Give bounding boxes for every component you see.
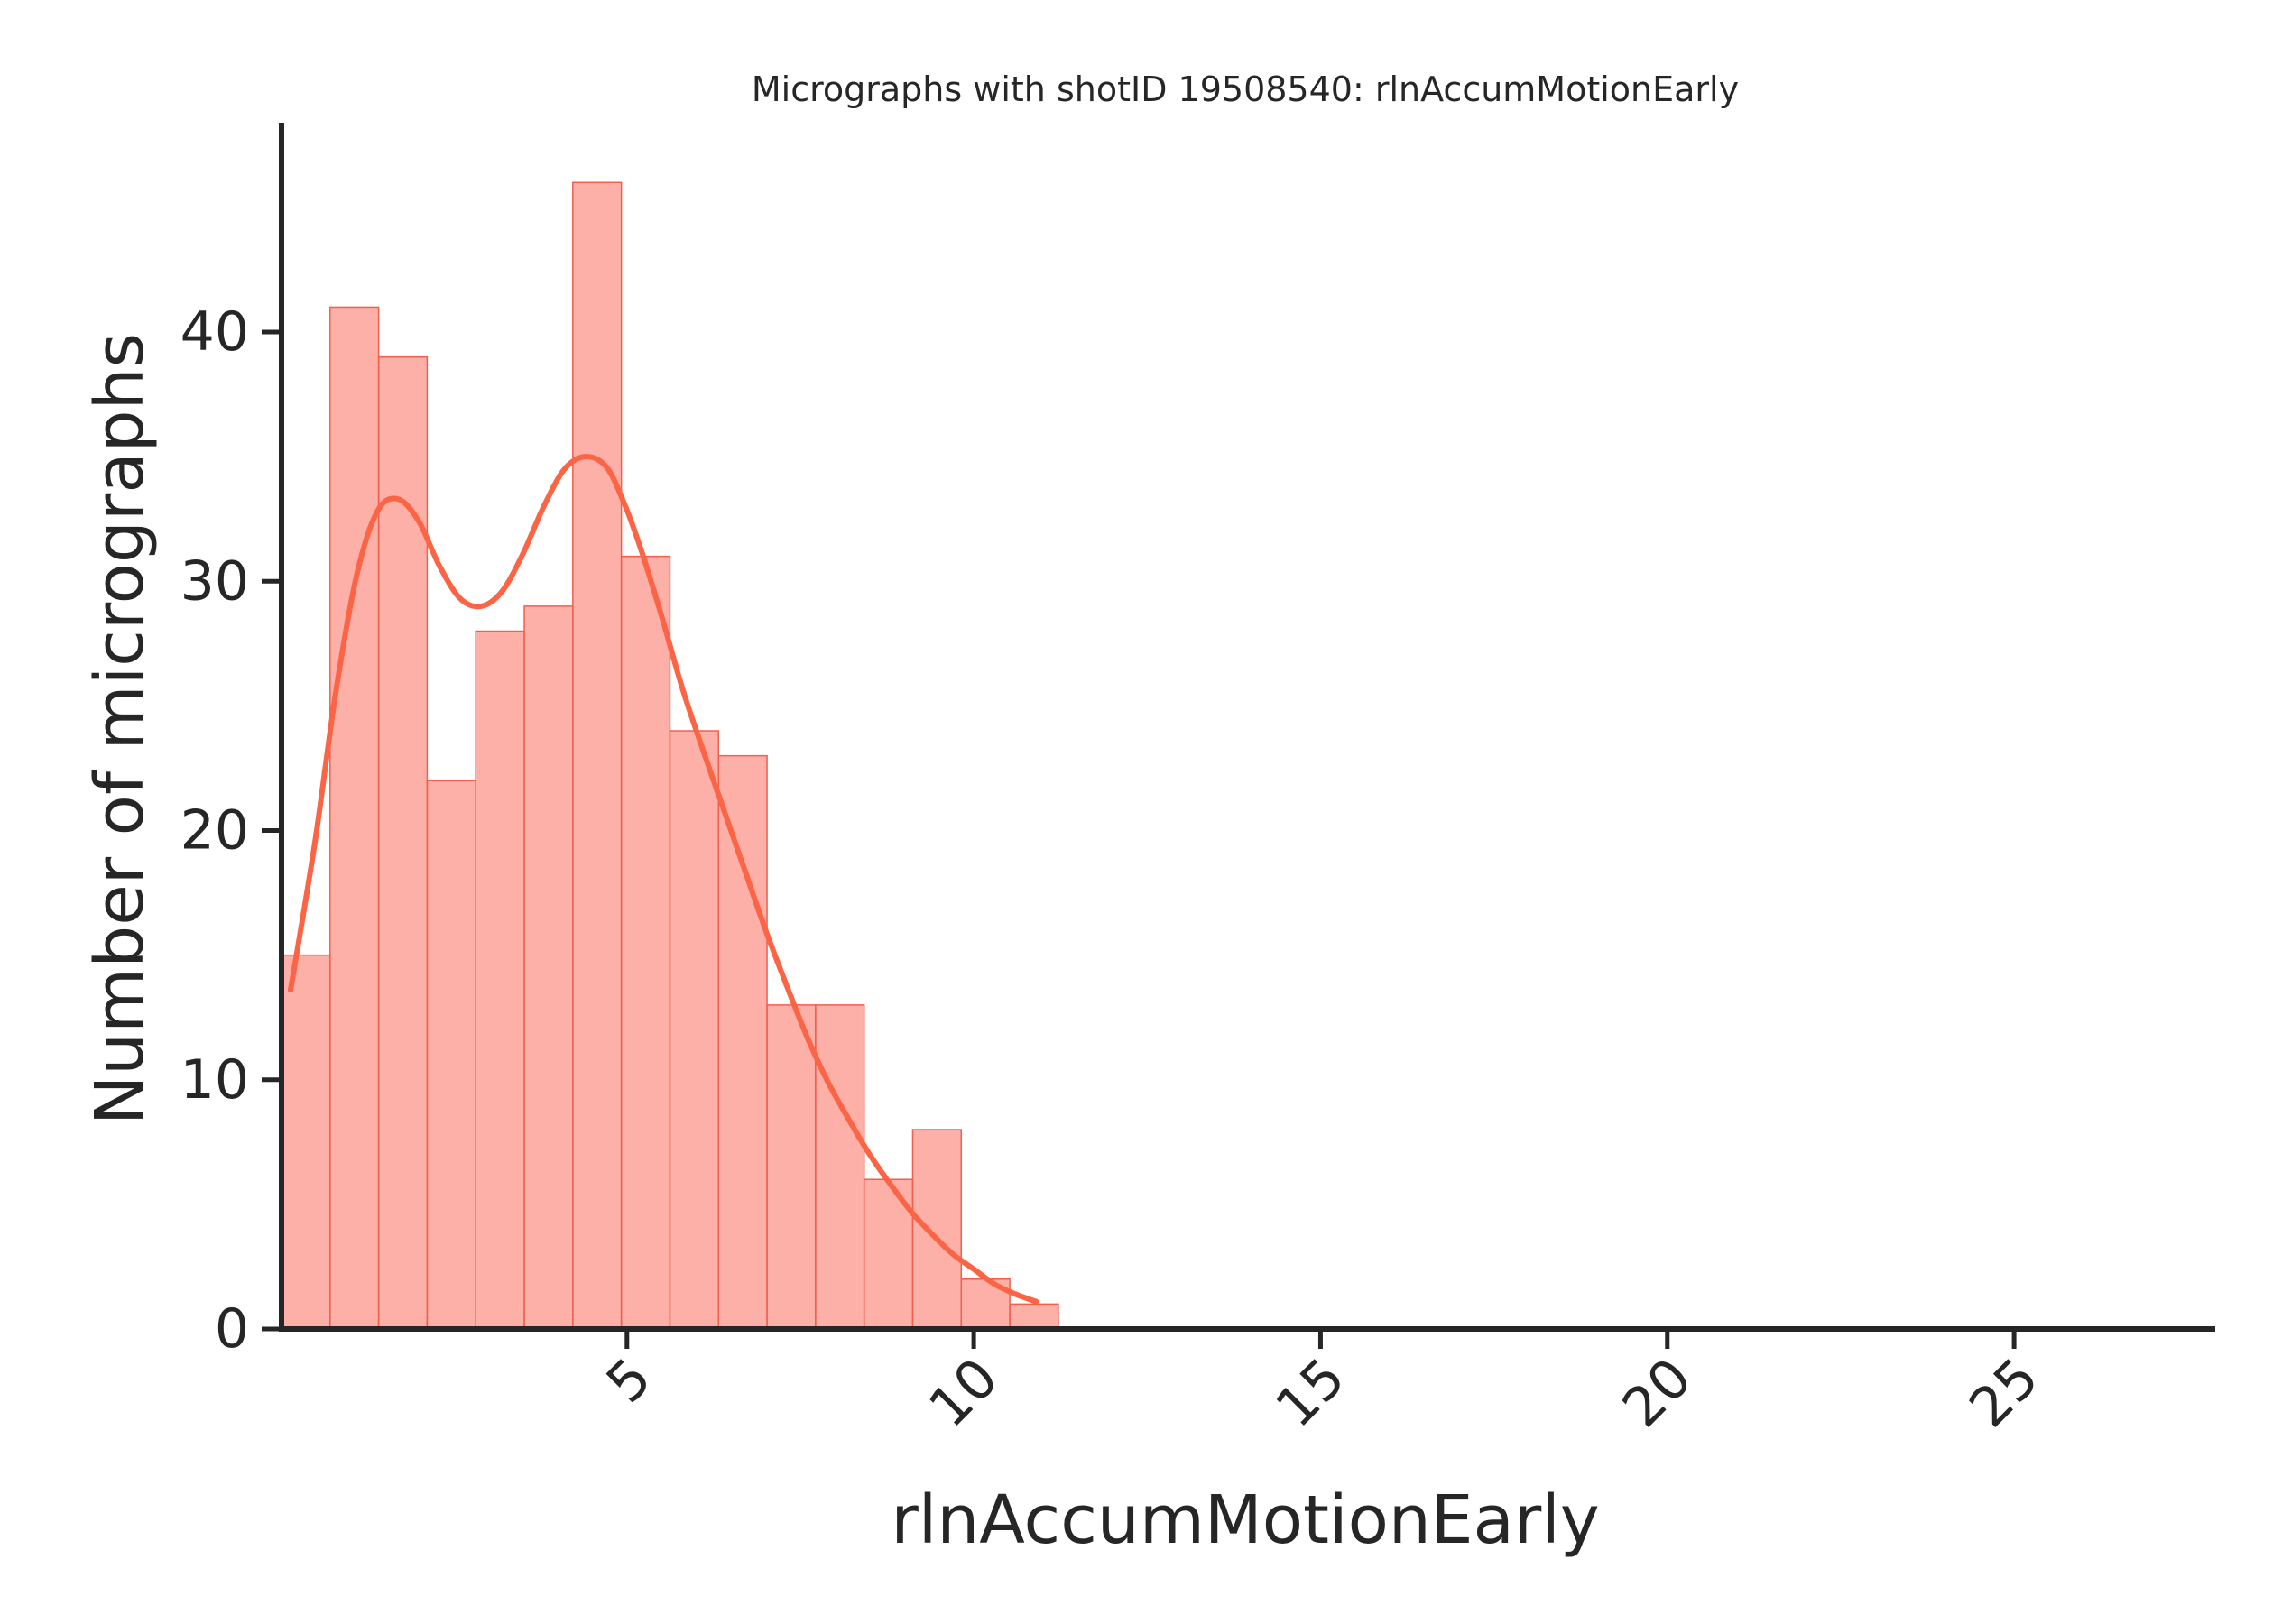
histogram-bar (620, 555, 671, 1330)
chart-title: Micrographs with shotID 19508540: rlnAcc… (752, 69, 1739, 109)
x-tick-label: 20 (1611, 1346, 1704, 1439)
histogram-bar (572, 181, 623, 1330)
histogram-bar (329, 306, 380, 1330)
x-tick-label: 10 (917, 1346, 1010, 1439)
y-tick-label: 40 (180, 300, 249, 364)
histogram-bar (523, 605, 574, 1330)
histogram-bar (426, 780, 476, 1330)
histogram-bar (815, 1004, 865, 1330)
histogram-bar (475, 630, 525, 1330)
histogram-bar (717, 754, 768, 1330)
kde-curve (287, 454, 1039, 1305)
x-axis-label: rlnAccumMotionEarly (891, 1481, 1599, 1559)
axes (279, 123, 2215, 1332)
histogram-bar (911, 1129, 963, 1330)
x-tick-label: 5 (595, 1346, 664, 1416)
y-tick-label: 30 (180, 549, 249, 613)
y-axis-label: Number of micrographs (81, 333, 159, 1125)
y-axis-ticks: 0 10 20 30 40 (180, 300, 282, 1361)
y-tick-label: 10 (180, 1048, 249, 1112)
x-tick-label: 25 (1957, 1346, 2050, 1439)
histogram-bar (281, 954, 331, 1330)
histogram-bar (1009, 1303, 1059, 1330)
histogram-bars (281, 181, 1059, 1330)
histogram-bar (669, 730, 720, 1330)
histogram-bar (766, 1004, 817, 1330)
x-axis-ticks: 5 10 15 20 25 (595, 1329, 2051, 1440)
x-tick-label: 15 (1264, 1346, 1357, 1439)
y-tick-label: 20 (180, 799, 249, 863)
y-tick-label: 0 (215, 1297, 249, 1361)
